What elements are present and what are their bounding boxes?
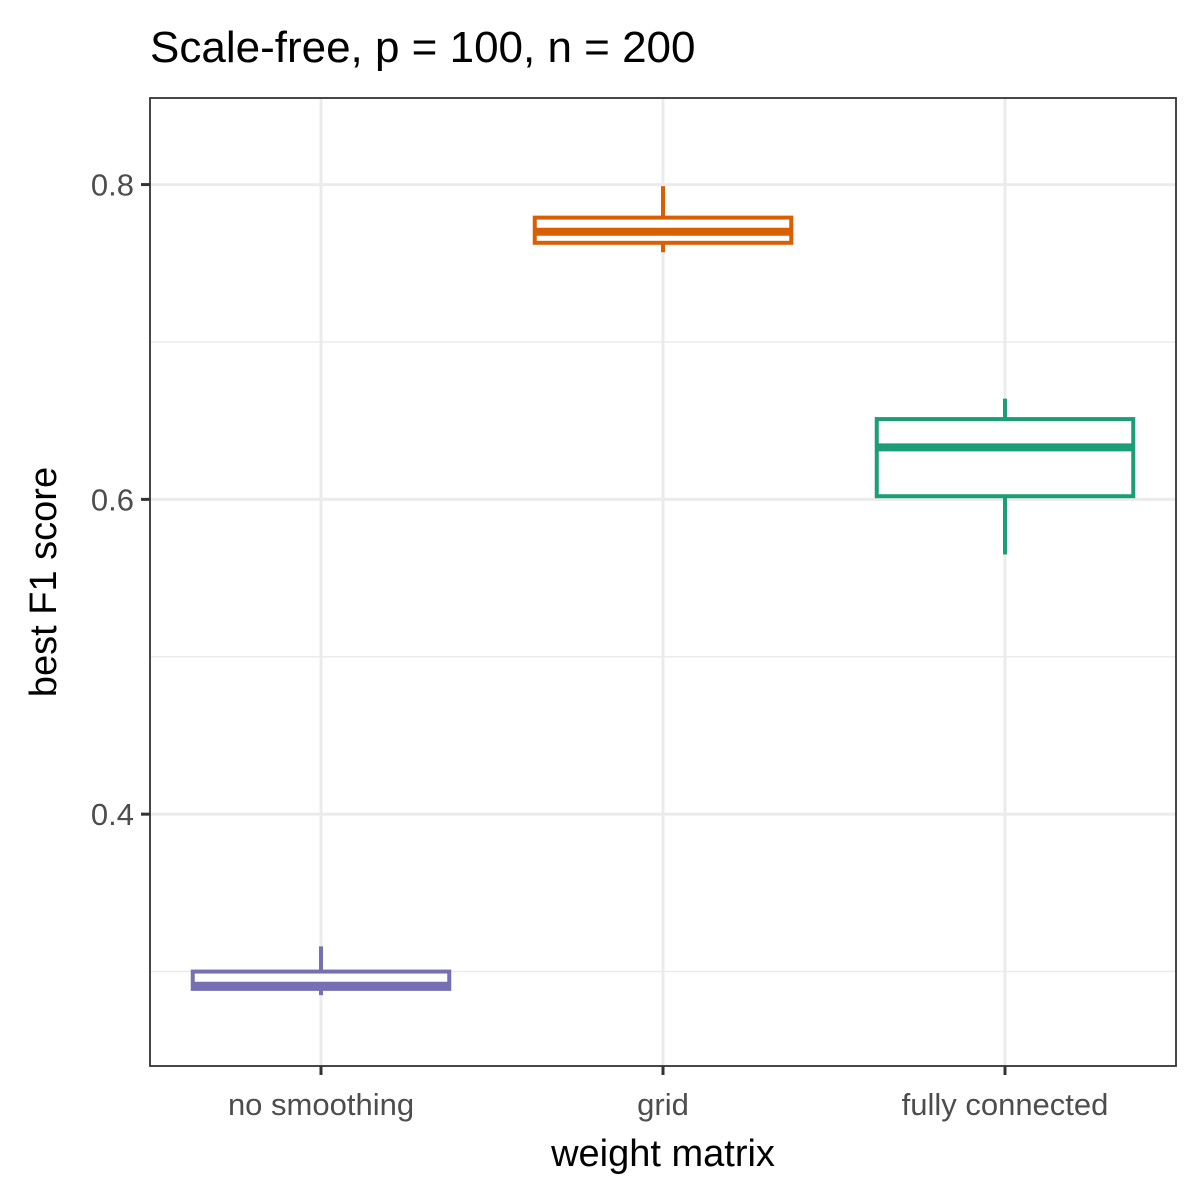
boxplot-fully-connected	[874, 398, 1136, 555]
y-tick-label: 0.4	[91, 797, 134, 832]
chart-title: Scale-free, p = 100, n = 200	[150, 23, 696, 72]
y-axis-title: best F1 score	[23, 467, 65, 697]
x-tick-label: fully connected	[902, 1087, 1109, 1122]
boxplots	[190, 186, 1136, 996]
x-axis-title: weight matrix	[550, 1133, 775, 1175]
box	[874, 417, 1136, 499]
x-tick-label: no smoothing	[228, 1087, 414, 1122]
y-tick-label: 0.8	[91, 168, 134, 203]
axis-ticks: 0.4 0.6 0.8 no smoothing grid fully connected	[91, 168, 1109, 1122]
boxplot-no-smoothing	[190, 946, 452, 996]
grid-lines	[150, 98, 1176, 1066]
x-tick-label: grid	[637, 1087, 689, 1122]
y-tick-label: 0.6	[91, 482, 134, 517]
boxplot-grid	[532, 186, 794, 253]
